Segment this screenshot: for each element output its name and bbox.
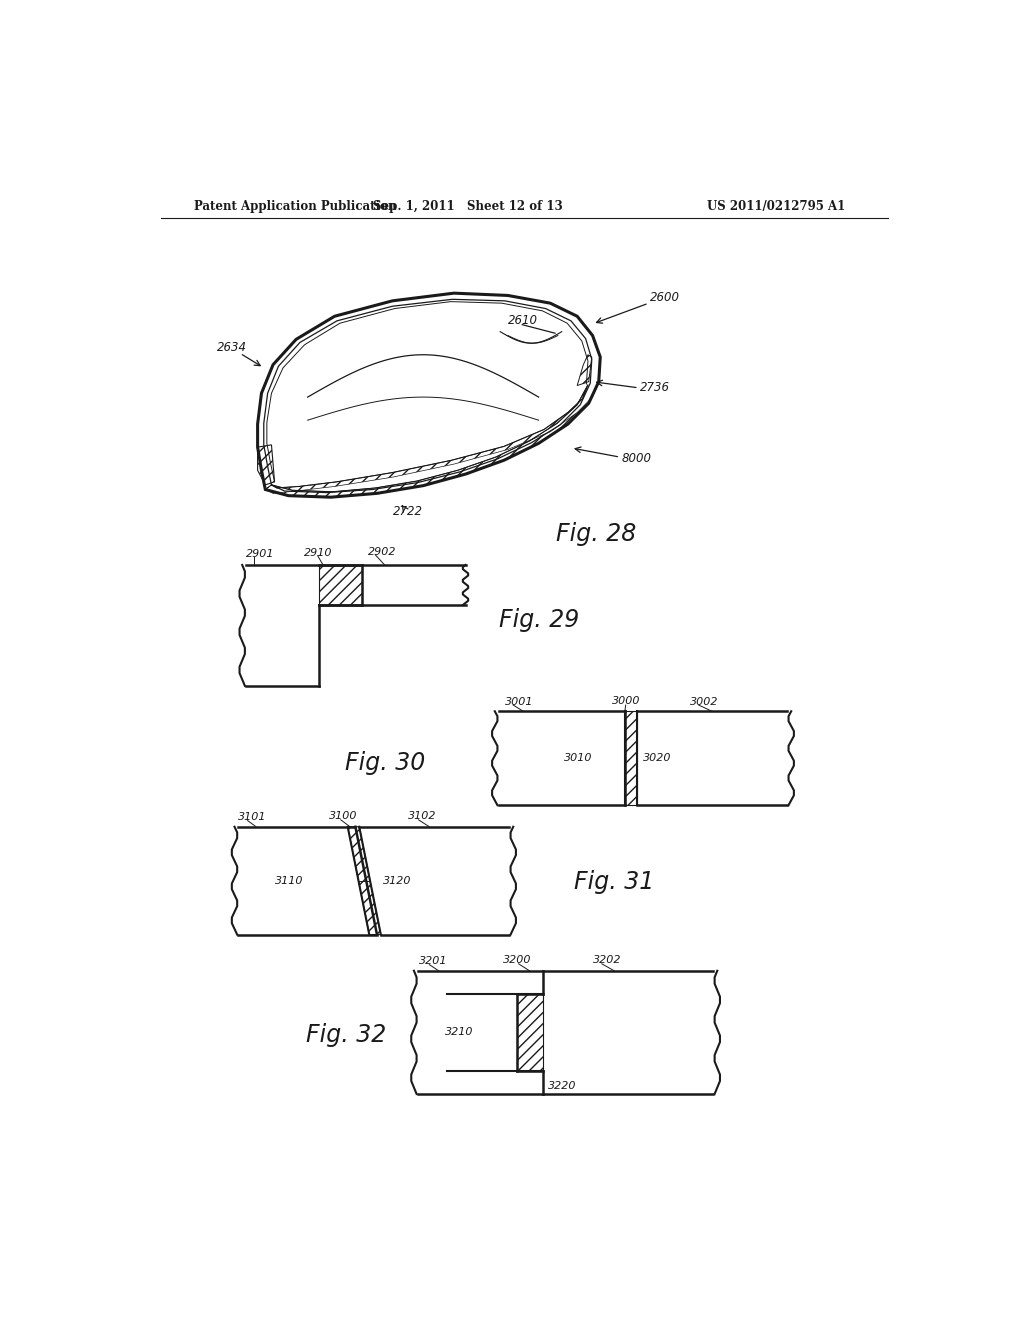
Text: 3000: 3000 bbox=[611, 696, 640, 706]
Text: 3101: 3101 bbox=[239, 812, 267, 822]
Text: 2600: 2600 bbox=[650, 290, 680, 304]
Text: 2910: 2910 bbox=[304, 548, 333, 557]
Text: 3210: 3210 bbox=[444, 1027, 473, 1038]
Text: Fig. 30: Fig. 30 bbox=[344, 751, 425, 775]
Text: 3001: 3001 bbox=[505, 697, 534, 708]
Text: 3002: 3002 bbox=[689, 697, 718, 708]
Text: 3100: 3100 bbox=[330, 810, 357, 821]
Polygon shape bbox=[246, 565, 319, 686]
Text: 3220: 3220 bbox=[548, 1081, 577, 1092]
Text: US 2011/0212795 A1: US 2011/0212795 A1 bbox=[707, 199, 845, 213]
Text: Fig. 29: Fig. 29 bbox=[499, 609, 579, 632]
Text: 2901: 2901 bbox=[246, 549, 274, 560]
Text: Fig. 31: Fig. 31 bbox=[574, 870, 654, 894]
Polygon shape bbox=[239, 826, 370, 935]
Text: 3202: 3202 bbox=[593, 954, 622, 965]
Text: 3110: 3110 bbox=[275, 875, 304, 886]
Text: 2722: 2722 bbox=[393, 504, 423, 517]
Text: Sep. 1, 2011   Sheet 12 of 13: Sep. 1, 2011 Sheet 12 of 13 bbox=[373, 199, 563, 213]
Text: 3200: 3200 bbox=[503, 954, 531, 965]
Polygon shape bbox=[258, 293, 600, 498]
Text: Patent Application Publication: Patent Application Publication bbox=[194, 199, 396, 213]
Polygon shape bbox=[499, 711, 625, 805]
Polygon shape bbox=[637, 711, 787, 805]
Text: 8000: 8000 bbox=[622, 453, 652, 465]
Text: 2634: 2634 bbox=[217, 341, 247, 354]
Text: Fig. 32: Fig. 32 bbox=[306, 1023, 386, 1047]
Text: 2610: 2610 bbox=[508, 314, 538, 326]
Text: 2736: 2736 bbox=[640, 381, 671, 395]
Text: 3201: 3201 bbox=[419, 956, 447, 966]
Text: 2902: 2902 bbox=[368, 546, 396, 557]
Polygon shape bbox=[543, 970, 714, 1094]
Text: 3102: 3102 bbox=[408, 810, 436, 821]
Polygon shape bbox=[359, 826, 509, 935]
Text: Fig. 28: Fig. 28 bbox=[556, 523, 637, 546]
Polygon shape bbox=[418, 970, 543, 1094]
Text: 3120: 3120 bbox=[383, 875, 412, 886]
Text: 3020: 3020 bbox=[643, 754, 672, 763]
Text: 3010: 3010 bbox=[564, 754, 593, 763]
Polygon shape bbox=[361, 565, 466, 605]
